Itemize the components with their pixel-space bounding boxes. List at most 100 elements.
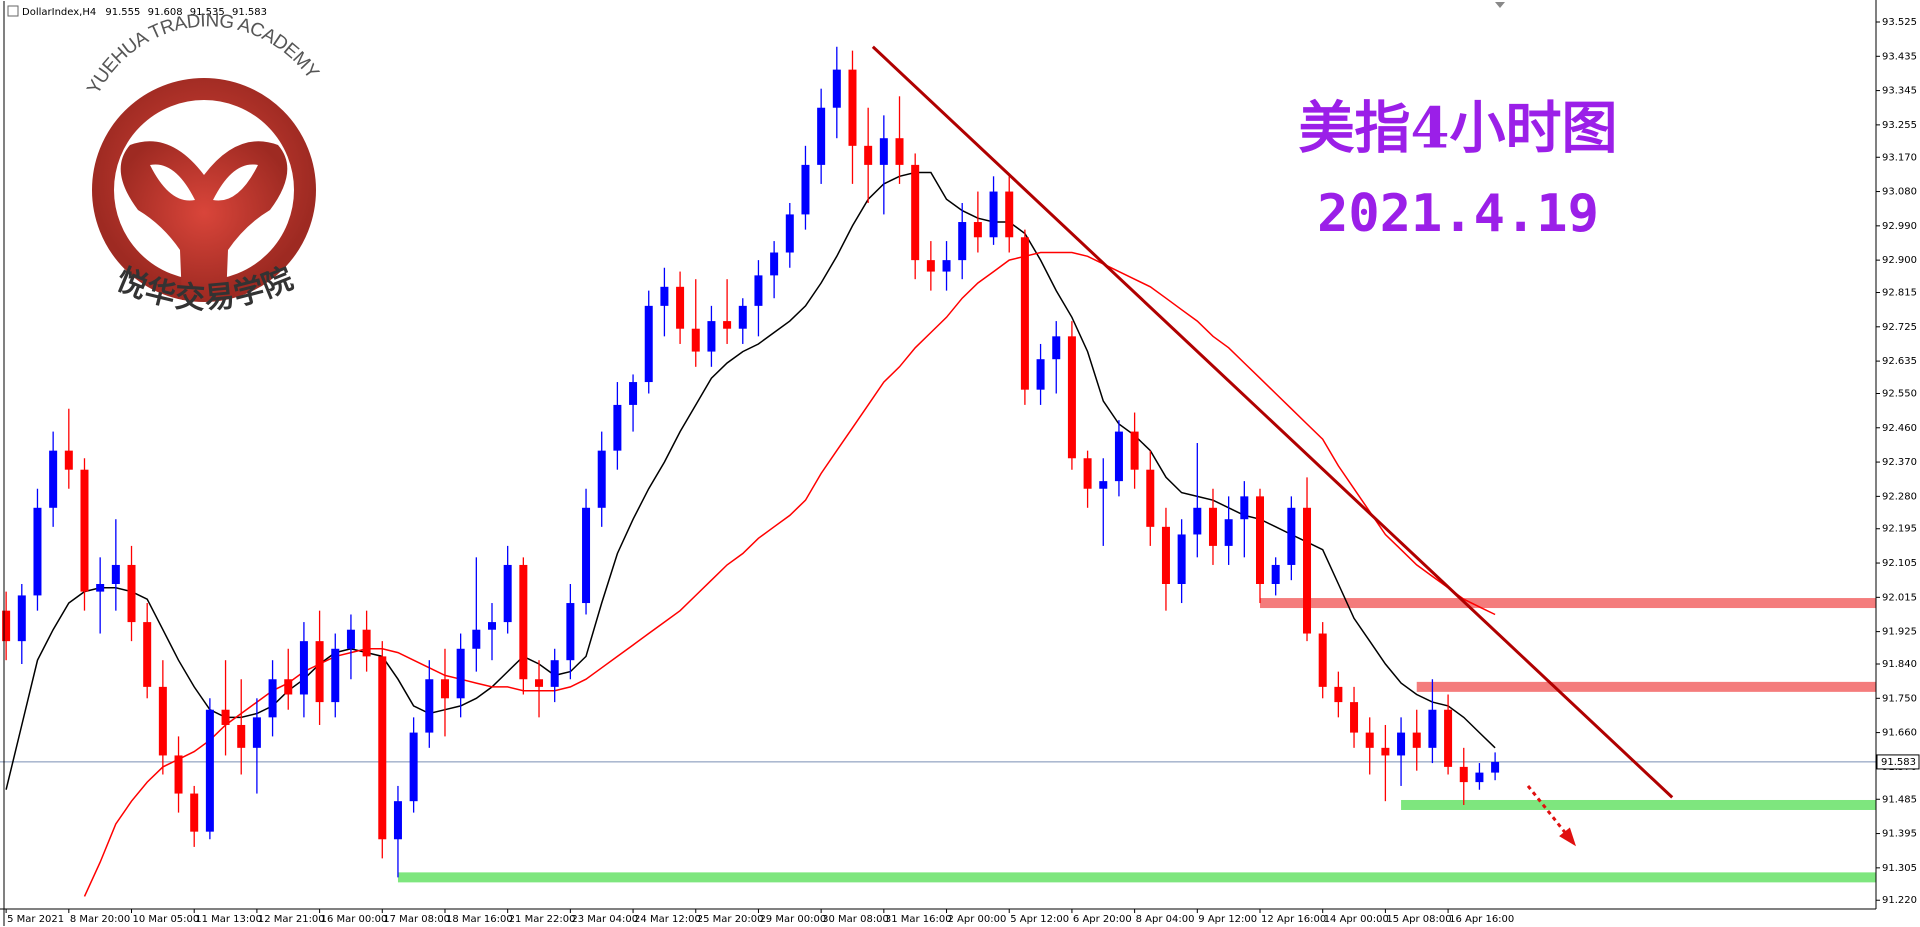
level-zone: [1260, 598, 1876, 609]
candle-body: [221, 709, 230, 725]
candle-body: [378, 656, 387, 840]
candle-body: [723, 321, 732, 329]
x-tick-label: 23 Mar 04:00: [571, 914, 638, 925]
candle-body: [33, 507, 42, 596]
y-tick-label: 92.280: [1882, 491, 1917, 502]
candle-body: [911, 164, 920, 261]
candle-body: [1444, 709, 1453, 767]
candle-body: [143, 622, 152, 687]
candle-body: [707, 321, 716, 352]
candle-body: [566, 603, 575, 661]
y-tick-label: 93.255: [1882, 120, 1917, 131]
candle-body: [895, 138, 904, 165]
candle-body: [1005, 191, 1014, 238]
y-tick-label: 92.460: [1882, 423, 1917, 434]
candle-body: [1020, 237, 1029, 390]
candle-body: [1287, 507, 1296, 565]
logo-mark-inner: [150, 164, 258, 201]
chart-subtitle: 2021.4.19: [1317, 184, 1599, 244]
chart-title: 美指4小时图: [1299, 96, 1618, 162]
candle-body: [1256, 496, 1264, 584]
candle-body: [1350, 702, 1359, 733]
candle-body: [1161, 526, 1170, 584]
x-tick-label: 30 Mar 08:00: [822, 914, 889, 925]
candle-body: [848, 69, 857, 146]
level-zone: [1401, 799, 1876, 810]
y-tick-label: 93.170: [1882, 152, 1917, 163]
x-tick-label: 8 Mar 20:00: [70, 914, 130, 925]
y-tick-label: 92.370: [1882, 457, 1917, 468]
candle-body: [1365, 732, 1374, 748]
candle-body: [1114, 431, 1123, 482]
candle-body: [205, 709, 214, 832]
candle-body: [1099, 481, 1108, 489]
candle-body: [613, 404, 622, 451]
candle-body: [629, 382, 638, 405]
candle-body: [456, 648, 465, 699]
candle-body: [362, 629, 371, 657]
y-tick-label: 92.105: [1882, 558, 1917, 569]
candle-body: [519, 564, 528, 680]
candle-body: [1491, 761, 1500, 773]
low: 91.535: [190, 7, 225, 18]
candle-body: [268, 679, 277, 718]
candle-body: [550, 660, 559, 687]
chart-header: DollarIndex,H4 91.555 91.608 91.535 91.5…: [22, 7, 267, 18]
x-tick-label: 18 Mar 16:00: [446, 914, 513, 925]
x-tick-label: 9 Apr 12:00: [1198, 914, 1257, 925]
candle-body: [597, 450, 606, 508]
y-tick-label: 92.015: [1882, 592, 1917, 603]
candle-body: [299, 641, 308, 695]
arrow-head: [1559, 827, 1576, 847]
x-tick-label: 15 Apr 08:00: [1386, 914, 1451, 925]
plot-area: [0, 45, 1876, 897]
y-tick-label: 91.925: [1882, 627, 1917, 638]
close: 91.583: [232, 7, 267, 18]
candle-body: [1412, 732, 1421, 748]
y-tick-label: 91.220: [1882, 895, 1917, 906]
x-tick-label: 21 Mar 22:00: [509, 914, 576, 925]
candle-body: [1146, 469, 1155, 527]
y-tick-label: 91.305: [1882, 863, 1917, 874]
candle-body: [252, 717, 261, 748]
x-tick-label: 12 Mar 21:00: [258, 914, 325, 925]
candle-body: [111, 564, 120, 584]
y-tick-label: 92.635: [1882, 356, 1917, 367]
y-tick-label: 92.550: [1882, 388, 1917, 399]
candle-body: [409, 732, 418, 802]
y-tick-label: 92.990: [1882, 221, 1917, 232]
x-tick-label: 16 Apr 16:00: [1449, 914, 1514, 925]
y-tick-label: 92.815: [1882, 288, 1917, 299]
y-tick-label: 92.195: [1882, 524, 1917, 535]
candle-body: [440, 679, 449, 699]
candle-body: [425, 679, 434, 733]
candle-body: [1381, 747, 1390, 756]
candle-body: [676, 286, 685, 329]
candle-body: [503, 564, 512, 623]
trendline: [871, 45, 1674, 799]
candle-body: [1208, 507, 1217, 546]
y-tick-label: 92.725: [1882, 322, 1917, 333]
x-tick-label: 5 Apr 12:00: [1010, 914, 1069, 925]
y-tick-label: 91.660: [1882, 728, 1917, 739]
candle-body: [64, 450, 73, 470]
candle-body: [770, 252, 779, 276]
candle-body: [1067, 336, 1076, 459]
header-icon: [7, 5, 19, 17]
candle-body: [1334, 686, 1343, 703]
candle-body: [801, 164, 810, 215]
y-tick-label: 91.485: [1882, 794, 1917, 805]
candle-body: [158, 686, 167, 756]
candle-body: [958, 222, 967, 261]
candle-body: [942, 260, 951, 272]
level-zone: [1416, 681, 1876, 692]
candle-body: [346, 629, 355, 649]
candle-body: [817, 107, 826, 165]
x-tick-label: 24 Mar 12:00: [634, 914, 701, 925]
candle-body: [1475, 772, 1484, 783]
y-tick-label: 93.435: [1882, 51, 1917, 62]
y-tick-label: 91.395: [1882, 829, 1917, 840]
